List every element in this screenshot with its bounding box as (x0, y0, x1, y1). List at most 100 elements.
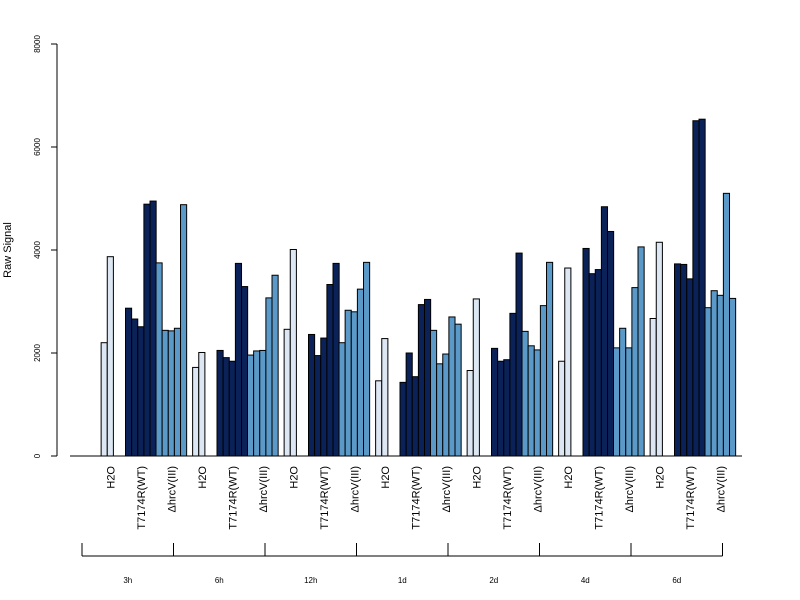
bar (314, 355, 322, 457)
bar (637, 246, 645, 457)
bar (222, 357, 230, 457)
bar (704, 307, 712, 457)
bar (167, 330, 175, 457)
bar (722, 192, 731, 457)
bar (454, 323, 462, 457)
condition-label: ΔhrcV(III) (624, 466, 636, 512)
condition-label: H2O (654, 466, 666, 489)
bar (686, 278, 694, 457)
bar (417, 304, 426, 457)
bar (710, 290, 718, 457)
bar (326, 284, 334, 457)
condition-label: ΔhrcV(III) (715, 466, 727, 512)
condition-label: ΔhrcV(III) (532, 466, 544, 512)
condition-label: T7174R(WT) (502, 466, 514, 530)
bar (356, 288, 365, 457)
time-point-label: 1d (398, 576, 407, 585)
bar (228, 360, 236, 457)
bar (497, 360, 505, 457)
bar (698, 118, 706, 457)
bar (600, 206, 609, 457)
condition-label: H2O (563, 466, 575, 489)
bar (405, 352, 413, 457)
condition-label: ΔhrcV(III) (349, 466, 361, 512)
bar (131, 318, 139, 457)
bar (546, 261, 554, 457)
bar (375, 380, 383, 457)
condition-label: H2O (288, 466, 300, 489)
bar (320, 337, 328, 457)
condition-label: H2O (380, 466, 392, 489)
bar (692, 120, 700, 457)
group-brackets: 3h 6h 12h 1d 2d 4d 6d (81, 543, 723, 585)
bar (308, 333, 316, 457)
bar (173, 327, 182, 457)
time-point-label: 6d (672, 576, 681, 585)
bar (125, 307, 133, 457)
condition-label: T7174R(WT) (410, 466, 422, 530)
bar (503, 359, 511, 457)
y-axis: 0 2000 4000 6000 8000 (33, 35, 58, 458)
condition-label: ΔhrcV(III) (166, 466, 178, 512)
bar (350, 311, 358, 457)
bar (729, 297, 737, 457)
y-tick-label: 4000 (33, 241, 42, 259)
bar (674, 263, 682, 457)
condition-label: ΔhrcV(III) (441, 466, 453, 512)
condition-label: H2O (471, 466, 483, 489)
bar (363, 261, 371, 457)
bar (619, 327, 627, 457)
y-tick-label: 8000 (33, 35, 42, 53)
condition-label: T7174R(WT) (136, 466, 148, 530)
bar (424, 298, 432, 457)
condition-label: ΔhrcV(III) (258, 466, 270, 512)
bar (198, 351, 206, 457)
bar (436, 363, 444, 457)
bar (271, 274, 279, 457)
bar (265, 297, 273, 457)
bar (381, 338, 389, 457)
bar (137, 326, 145, 457)
time-point-label: 12h (304, 576, 317, 585)
bar (613, 347, 621, 457)
bar (582, 247, 590, 457)
bar (234, 262, 243, 457)
time-point-label: 4d (581, 576, 590, 585)
bar (521, 330, 529, 457)
bar (539, 305, 548, 457)
bar (716, 294, 724, 457)
bar (625, 347, 633, 457)
bar (564, 267, 572, 457)
bar (680, 263, 688, 457)
bar (442, 353, 450, 457)
bar (100, 342, 108, 457)
y-axis-label: Raw Signal (2, 222, 14, 278)
condition-label: T7174R(WT) (593, 466, 605, 530)
bar (533, 349, 541, 457)
bars (100, 118, 737, 457)
condition-label: T7174R(WT) (319, 466, 331, 530)
bar (527, 345, 535, 457)
bar (399, 381, 407, 457)
bar (143, 203, 151, 457)
y-tick-label: 0 (33, 453, 42, 458)
bar (411, 376, 419, 457)
bar (649, 318, 657, 457)
bar (106, 256, 114, 457)
bar (332, 262, 340, 457)
y-tick-label: 2000 (33, 344, 42, 362)
bar (631, 287, 639, 457)
bar (283, 328, 291, 457)
bar (192, 366, 200, 457)
bar (472, 298, 480, 457)
bar (338, 342, 346, 457)
time-point-label: 2d (489, 576, 498, 585)
bar (655, 241, 663, 457)
bar (289, 248, 297, 457)
bar (155, 262, 163, 457)
condition-label: T7174R(WT) (227, 466, 239, 530)
bar (180, 204, 188, 457)
bar (216, 349, 224, 457)
condition-label: T7174R(WT) (685, 466, 697, 530)
bar (149, 200, 157, 457)
